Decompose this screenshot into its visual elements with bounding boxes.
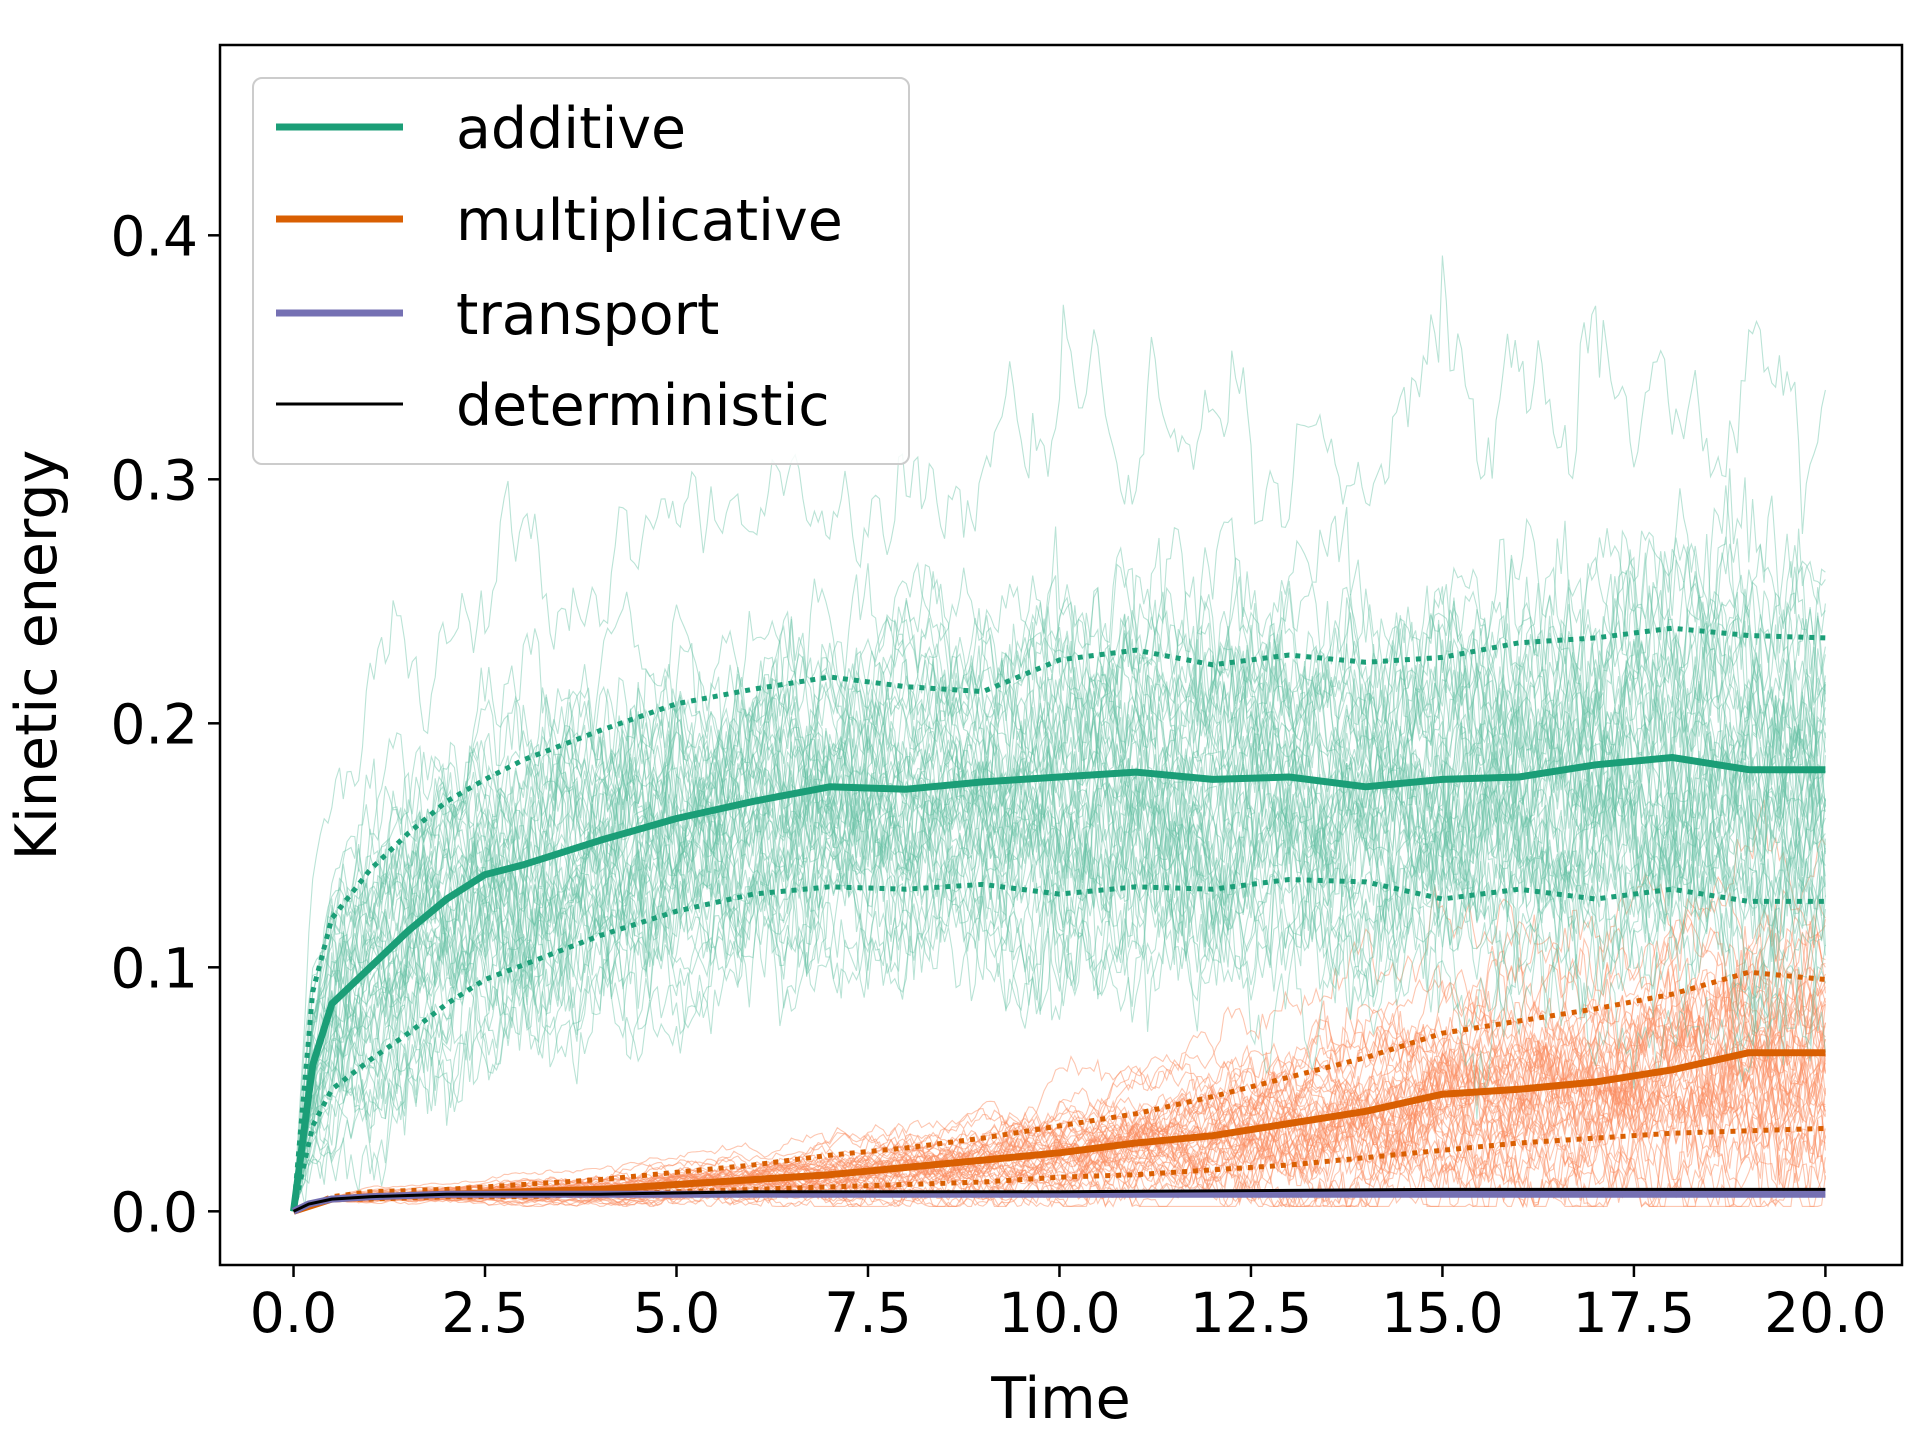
legend-label-multiplicative: multiplicative [456, 188, 843, 254]
additive-ensemble-member [292, 529, 1826, 1212]
additive-ensemble-member [292, 607, 1826, 1212]
additive-upper-quantile-line [291, 625, 1826, 1212]
additive-ensemble-member [292, 537, 1826, 1212]
additive-ensemble-member [292, 836, 1826, 1212]
additive-ensemble-member [292, 703, 1826, 1212]
multiplicative-lower-quantile-line [292, 1125, 1826, 1214]
y-tick-label: 0.0 [111, 1180, 198, 1244]
x-tick-label: 5.0 [633, 1281, 720, 1345]
additive-ensemble-member [292, 685, 1826, 1212]
additive-ensemble-member [292, 612, 1826, 1212]
additive-ensemble-member [292, 818, 1826, 1212]
additive-ensemble-member [292, 640, 1826, 1212]
additive-ensemble-member [292, 614, 1826, 1212]
x-tick-label: 2.5 [441, 1281, 528, 1345]
x-tick-label: 17.5 [1573, 1281, 1695, 1345]
additive-ensemble-member [292, 638, 1826, 1212]
x-axis-ticks: 0.0 2.5 5.0 7.5 10.0 12.5 15.0 17.5 20.0 [250, 1265, 1887, 1345]
x-tick-label: 0.0 [250, 1281, 337, 1345]
additive-ensemble-member [292, 775, 1826, 1212]
multiplicative-ensemble-member [293, 948, 1826, 1212]
additive-ensemble-member [292, 590, 1826, 1212]
y-tick-label: 0.3 [111, 448, 198, 512]
x-axis-label: Time [990, 1366, 1131, 1432]
legend-label-transport: transport [456, 282, 719, 348]
additive-ensemble-member [292, 485, 1826, 1212]
x-tick-label: 20.0 [1764, 1281, 1886, 1345]
additive-ensemble-member [292, 639, 1826, 1212]
x-tick-label: 7.5 [824, 1281, 911, 1345]
additive-ensemble-member [292, 679, 1826, 1212]
x-tick-label: 10.0 [998, 1281, 1120, 1345]
additive-ensemble-member [292, 614, 1826, 1212]
additive-ensemble-member [292, 718, 1826, 1212]
additive-ensemble-member [292, 670, 1826, 1212]
y-axis-ticks: 0.0 0.1 0.2 0.3 0.4 [111, 204, 220, 1244]
additive-ensemble-member [292, 537, 1826, 1212]
additive-ensemble-member [292, 686, 1826, 1212]
multiplicative-ensemble-member [293, 892, 1826, 1212]
additive-ensemble-member [292, 681, 1826, 1212]
legend-box [252, 77, 910, 465]
additive-ensemble-member [292, 700, 1826, 1212]
additive-ensemble-member [292, 705, 1826, 1212]
additive-ensemble-member [292, 255, 1826, 1212]
statistic-lines [290, 625, 1826, 1215]
additive-ensemble-member [292, 805, 1826, 1212]
deterministic-line [292, 1187, 1826, 1213]
additive-mean-line [290, 754, 1826, 1212]
x-tick-label: 15.0 [1381, 1281, 1503, 1345]
additive-ensemble-member [292, 722, 1826, 1212]
additive-ensemble-member [292, 619, 1826, 1212]
legend-label-deterministic: deterministic [456, 373, 830, 439]
additive-ensemble-member [292, 526, 1826, 1212]
y-axis-label: Kinetic energy [4, 450, 70, 861]
plot-frame [218, 43, 1904, 1267]
additive-lower-quantile-line [291, 876, 1826, 1212]
additive-ensemble-member [292, 643, 1826, 1212]
multiplicative-ensemble-member [293, 799, 1826, 1212]
additive-ensemble-member [292, 814, 1826, 1212]
multiplicative-ensemble-member [293, 1131, 1826, 1212]
additive-ensemble-member [292, 560, 1826, 1212]
multiplicative-ensemble-member [293, 921, 1826, 1212]
additive-ensemble-member [292, 528, 1826, 1212]
additive-ensemble-member [292, 468, 1826, 1212]
additive-ensemble-member [292, 618, 1826, 1212]
y-tick-label: 0.2 [111, 692, 198, 756]
x-tick-label: 12.5 [1190, 1281, 1312, 1345]
additive-ensemble-member [292, 751, 1826, 1212]
multiplicative-ensemble-member [293, 969, 1826, 1212]
additive-ensemble-member [292, 698, 1826, 1212]
additive-ensemble-member [292, 773, 1826, 1212]
additive-ensemble-member [292, 537, 1826, 1212]
additive-ensemble-member [292, 576, 1826, 1212]
additive-ensemble-member [292, 730, 1826, 1212]
multiplicative-ensemble-member [293, 1103, 1826, 1212]
additive-ensemble-member [292, 612, 1826, 1212]
legend: additive multiplicative transport determ… [252, 77, 910, 465]
legend-label-additive: additive [456, 96, 686, 162]
y-tick-label: 0.1 [111, 936, 198, 1000]
y-tick-label: 0.4 [111, 204, 198, 268]
additive-ensemble-member [292, 695, 1826, 1212]
additive-ensemble-member [292, 533, 1826, 1212]
additive-ensemble-member [292, 590, 1826, 1212]
